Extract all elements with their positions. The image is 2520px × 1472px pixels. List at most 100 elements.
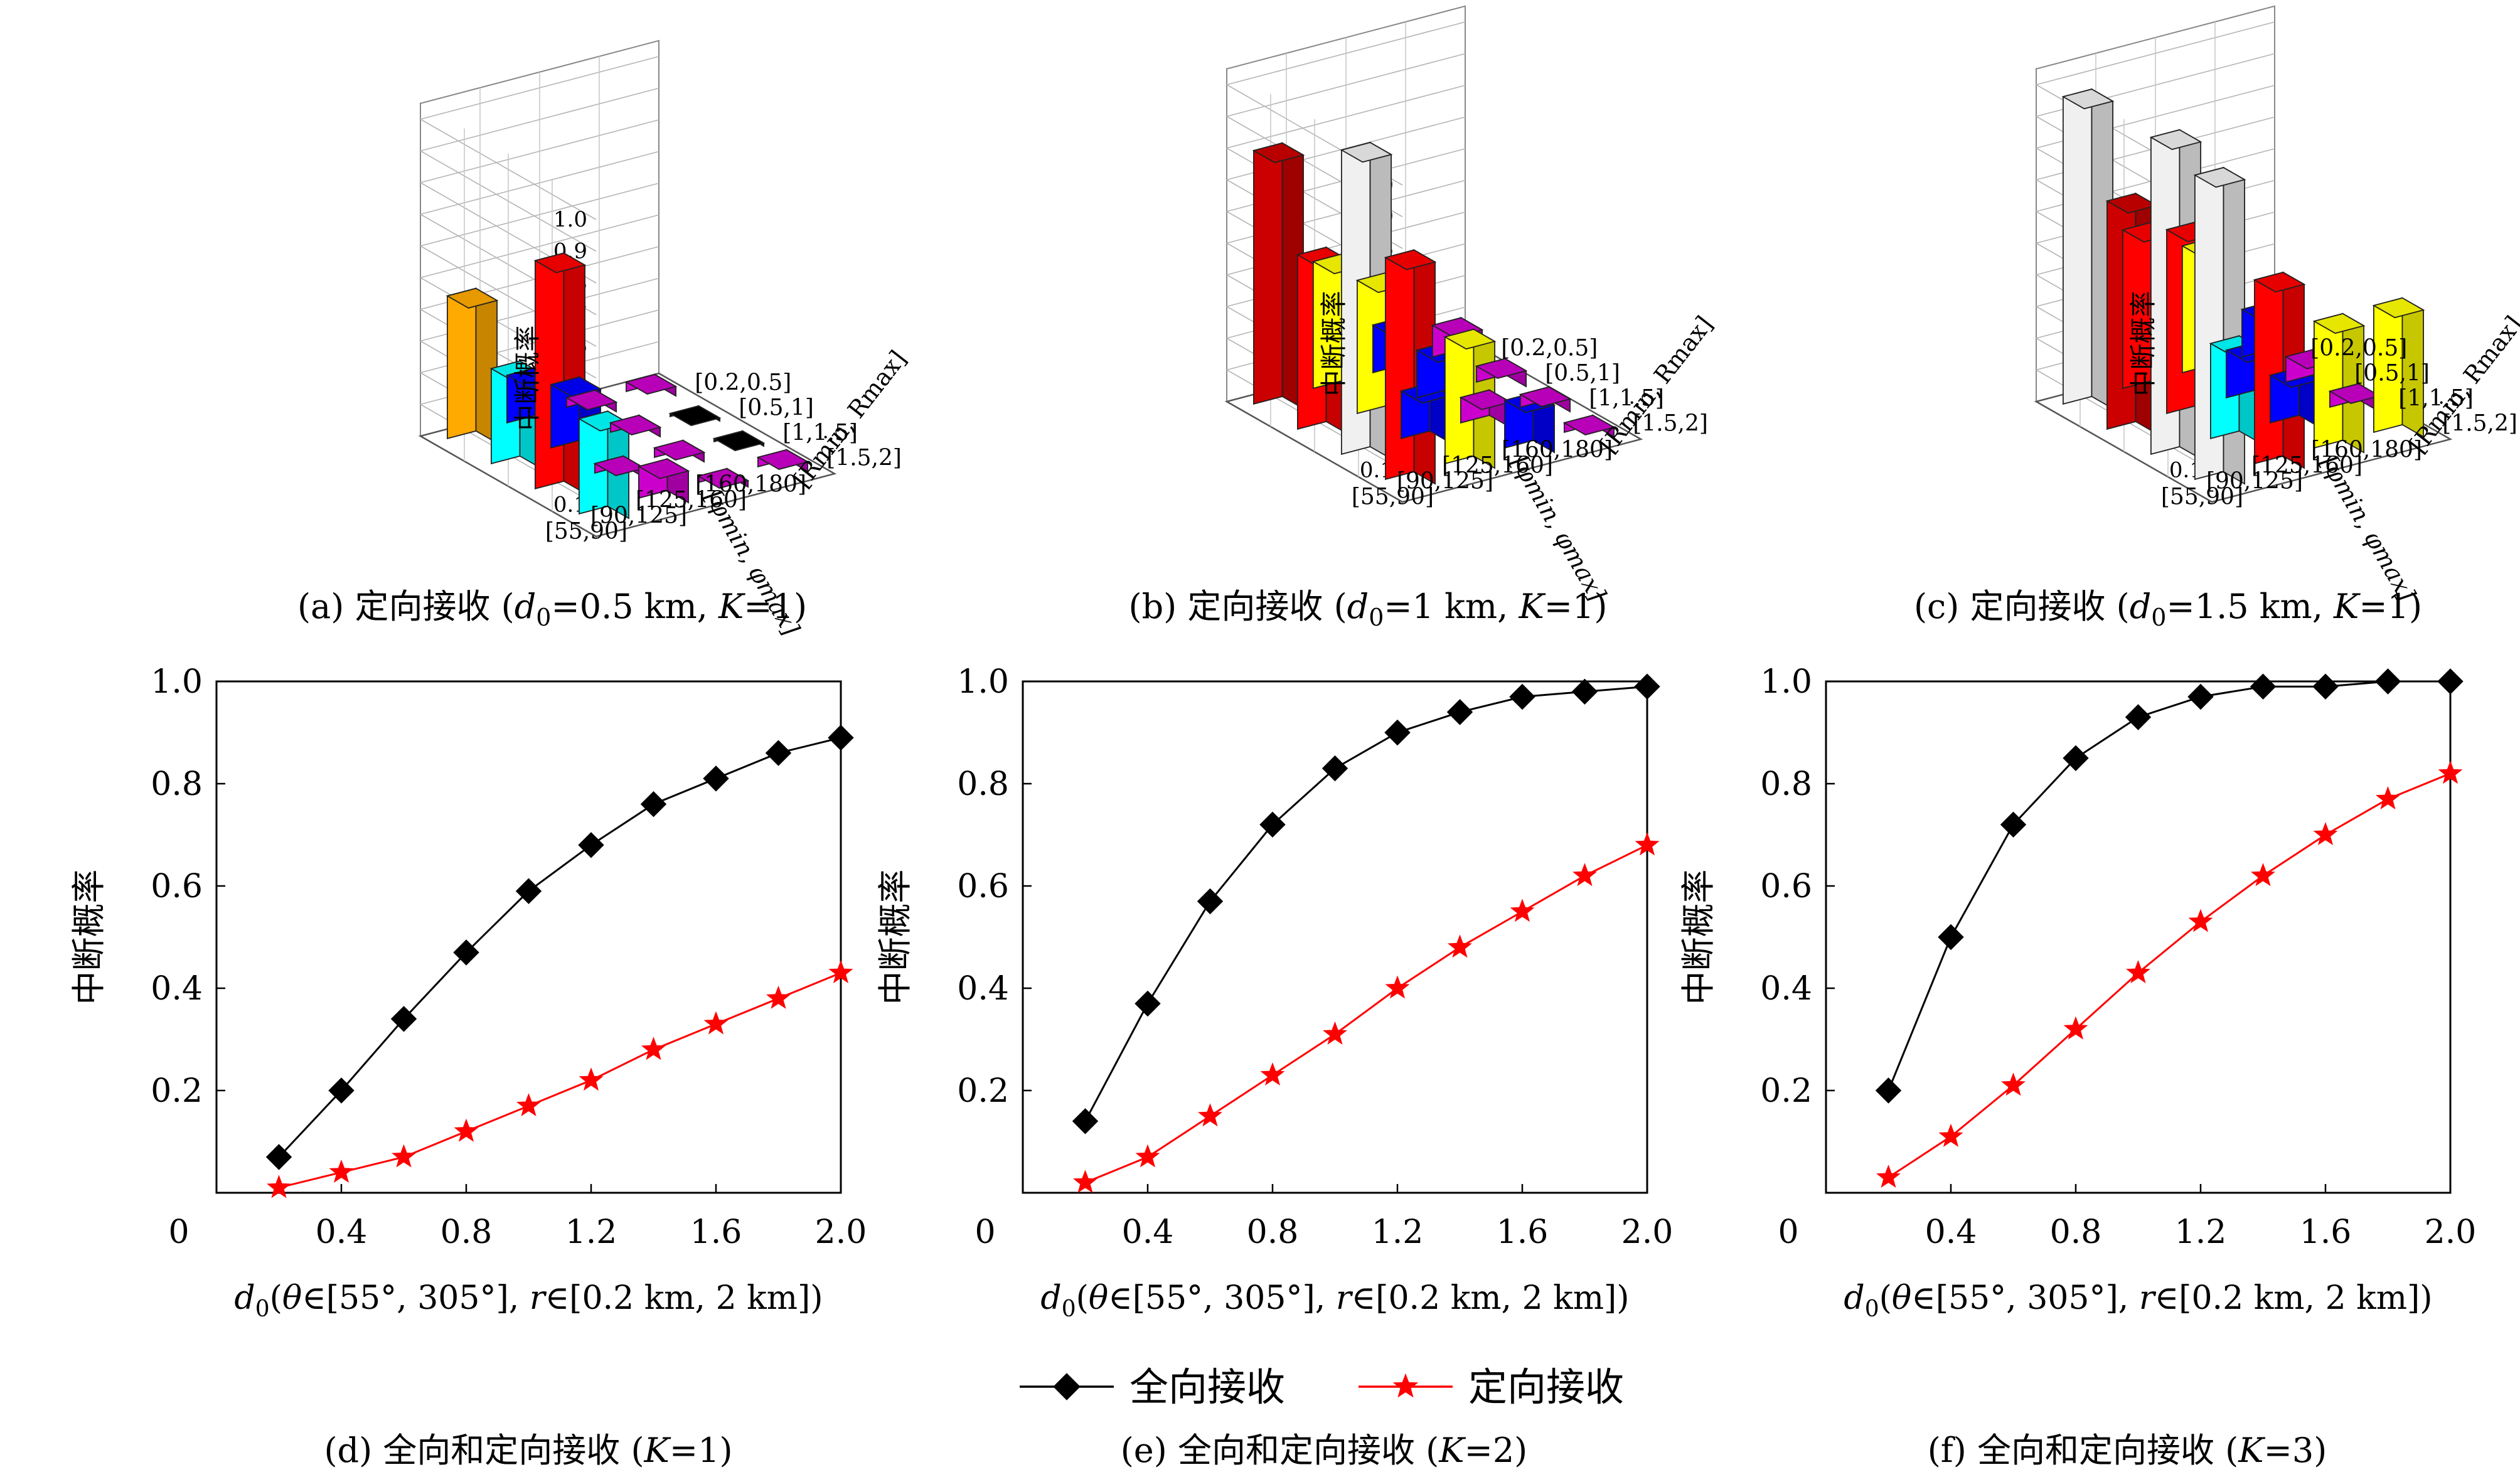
bar xyxy=(2061,88,2115,410)
z-gridline xyxy=(419,87,659,252)
data-point-diamond xyxy=(1938,924,1964,951)
caption-part: K xyxy=(1518,587,1546,626)
data-point-star xyxy=(2188,909,2213,932)
y-tick-label: 0.4 xyxy=(957,970,1009,1008)
bar xyxy=(756,449,809,472)
bar xyxy=(637,457,690,504)
caption-part: (a) 定向接收 ( xyxy=(297,587,515,626)
legend: 全向接收 定向接收 xyxy=(1020,1364,1624,1410)
data-point-star xyxy=(329,1159,354,1183)
data-point-star xyxy=(392,1144,416,1168)
r-tick-label: [0.5,1] xyxy=(739,395,814,420)
z-tick-label: 1.0 xyxy=(553,207,587,232)
bar-face-top xyxy=(668,405,722,427)
y-tick-label: 0.8 xyxy=(1760,765,1812,803)
z-axis-label: 中断概率 xyxy=(512,325,543,430)
bar-face-top xyxy=(593,455,646,476)
bar xyxy=(446,287,499,444)
plot-frame xyxy=(215,680,842,1194)
caption-2d: (e) 全向和定向接收 (K=2) xyxy=(1121,1431,1528,1470)
data-point-star xyxy=(1260,1062,1285,1086)
bar-face-top xyxy=(1252,142,1305,164)
y-tick-label: 0.6 xyxy=(1760,868,1812,905)
series-line xyxy=(279,972,841,1189)
x-tick-label: 0 xyxy=(168,1213,189,1251)
data-point-star xyxy=(2251,863,2275,887)
r-tick-label: [1.5,2] xyxy=(2442,410,2517,436)
legend-label: 全向接收 xyxy=(1129,1364,1285,1410)
data-point-star xyxy=(1392,1373,1419,1398)
x-label-part: d xyxy=(1844,1279,1864,1317)
caption-part: d xyxy=(515,587,537,626)
caption-part: =1 km, xyxy=(1384,587,1519,626)
phi-tick-label: [160,180] xyxy=(2311,437,2422,463)
bar xyxy=(697,467,750,489)
x-label-part: ( xyxy=(270,1279,282,1317)
x-tick-label: 0 xyxy=(974,1213,995,1251)
x-tick-label: 1.2 xyxy=(2175,1213,2227,1251)
data-point-star xyxy=(828,960,853,984)
data-point-diamond xyxy=(1321,755,1348,782)
data-point-diamond xyxy=(578,832,604,858)
data-point-star xyxy=(1135,1144,1160,1168)
data-point-diamond xyxy=(1197,888,1224,915)
x-tick-label: 0.4 xyxy=(316,1213,368,1251)
series-line xyxy=(1084,844,1648,1184)
series-line xyxy=(1887,772,2451,1178)
bar-face-top xyxy=(1340,142,1393,163)
x-label-part: r xyxy=(530,1279,547,1317)
data-point-star xyxy=(516,1093,541,1116)
bar xyxy=(577,410,631,520)
bar-face-top xyxy=(624,373,678,395)
data-point-diamond xyxy=(1634,673,1660,700)
plot-frame xyxy=(1022,680,1648,1194)
y-tick-label: 0.8 xyxy=(957,765,1009,803)
caption-part: (c) 定向接收 ( xyxy=(1914,587,2130,626)
data-point-diamond xyxy=(1072,1108,1099,1134)
x-tick-label: 1.2 xyxy=(565,1213,617,1251)
x-axis-label: d0(θ∈[55°, 305°], r∈[0.2 km, 2 km]) xyxy=(1040,1279,1629,1322)
r-tick-label: [1,1.5] xyxy=(1589,385,1664,411)
caption-part: 0 xyxy=(2151,604,2166,631)
bar-face-top xyxy=(1519,386,1572,407)
caption-2d: (d) 全向和定向接收 (K=1) xyxy=(324,1431,732,1470)
caption-part: K xyxy=(2333,587,2361,626)
data-point-diamond xyxy=(640,791,667,818)
bar xyxy=(624,373,678,397)
plot-frame xyxy=(1825,680,2452,1194)
bar-face-top xyxy=(2328,383,2381,404)
r-tick-label: [1,1.5] xyxy=(2398,385,2474,411)
y-axis-label: 中断概率 xyxy=(875,870,915,1005)
caption-3d: (c) 定向接收 (d0=1.5 km, K=1) xyxy=(1914,587,2422,631)
data-point-diamond xyxy=(328,1077,355,1104)
x-tick-label: 0.8 xyxy=(1247,1213,1299,1251)
data-point-diamond xyxy=(453,939,479,966)
bar-face-top xyxy=(1475,358,1528,379)
x-tick-label: 1.6 xyxy=(2300,1213,2352,1251)
x-label-part: θ xyxy=(282,1279,302,1317)
data-point-star xyxy=(703,1011,729,1035)
data-point-diamond xyxy=(1384,719,1411,746)
x-tick-label: 2.0 xyxy=(2425,1213,2477,1251)
bar-face-top xyxy=(2105,193,2159,214)
series-star xyxy=(267,960,853,1198)
bar3d-panel-0: 0.10.20.30.40.50.60.70.80.91.0[55,90][90… xyxy=(418,40,912,641)
x-tick-label: 0.8 xyxy=(2050,1213,2102,1251)
data-point-star xyxy=(1385,975,1410,999)
data-point-star xyxy=(2126,960,2150,984)
data-point-diamond xyxy=(2063,745,2089,772)
z-axis-label: 中断概率 xyxy=(2128,291,2159,396)
caption-part: =1) xyxy=(744,587,807,626)
caption-part: (e) 全向和定向接收 ( xyxy=(1121,1431,1439,1470)
data-point-diamond xyxy=(1135,990,1161,1017)
data-point-star xyxy=(454,1118,479,1142)
bar xyxy=(2372,297,2425,438)
x-label-part: 0 xyxy=(1865,1296,1879,1322)
x-label-part: ∈[55°, 305°], xyxy=(302,1279,530,1317)
data-point-star xyxy=(1572,863,1597,887)
phi-axis-label: [φmin, φmax] xyxy=(1506,451,1611,605)
r-tick-label: [0.5,1] xyxy=(1545,360,1620,386)
x-tick-label: 2.0 xyxy=(1621,1213,1674,1251)
x-label-part: ∈[0.2 km, 2 km]) xyxy=(545,1279,823,1317)
